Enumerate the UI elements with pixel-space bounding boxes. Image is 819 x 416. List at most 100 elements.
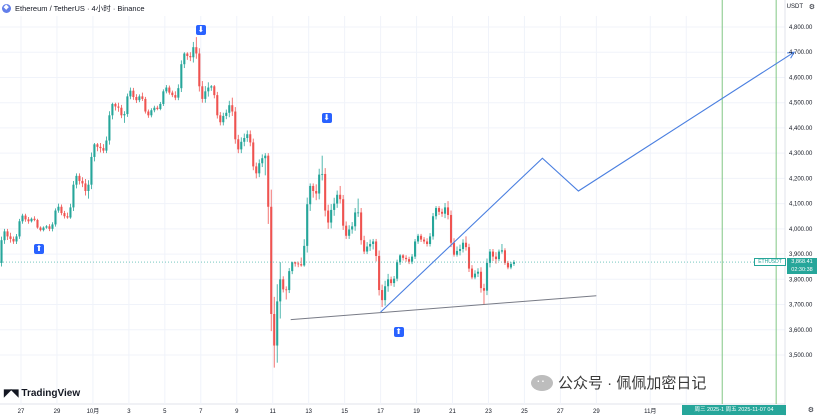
candle-body bbox=[162, 91, 165, 104]
candle-body bbox=[315, 191, 318, 194]
candle-body bbox=[150, 110, 153, 116]
sell-signal-icon[interactable]: ⬇ bbox=[195, 24, 206, 35]
x-tick-label: 29 bbox=[593, 409, 600, 415]
candle-body bbox=[132, 90, 135, 98]
candle-body bbox=[84, 183, 87, 191]
y-tick-label: 4,200.00 bbox=[789, 176, 813, 182]
candle-body bbox=[114, 103, 117, 107]
candle-body bbox=[246, 134, 249, 139]
candle-body bbox=[252, 142, 255, 167]
candle-body bbox=[180, 64, 183, 89]
candle-body bbox=[33, 218, 36, 221]
candle-body bbox=[228, 105, 231, 113]
candle-body bbox=[234, 111, 237, 140]
candle-body bbox=[117, 106, 120, 108]
candle-body bbox=[135, 97, 138, 101]
candle-body bbox=[99, 146, 102, 149]
symbol-tag: ETHUSDT bbox=[754, 258, 786, 266]
x-tick-label: 7 bbox=[199, 409, 203, 415]
candle-body bbox=[446, 207, 450, 215]
y-tick-label: 4,300.00 bbox=[789, 151, 813, 157]
candle-body bbox=[174, 95, 177, 98]
candle-body bbox=[428, 236, 432, 244]
candle-body bbox=[288, 271, 291, 291]
support-trendline[interactable] bbox=[290, 295, 597, 321]
x-tick-label: 25 bbox=[521, 409, 528, 415]
candle-body bbox=[225, 112, 228, 116]
candle-body bbox=[324, 173, 327, 211]
projection-path[interactable] bbox=[380, 51, 795, 313]
candle-body bbox=[90, 156, 93, 185]
candle-body bbox=[12, 238, 15, 242]
buy-signal-icon[interactable]: ⬆ bbox=[393, 327, 404, 338]
candle-body bbox=[6, 231, 9, 237]
candle-body bbox=[0, 240, 3, 263]
candle-body bbox=[144, 98, 147, 112]
candle-body bbox=[192, 47, 195, 58]
candle-body bbox=[45, 226, 48, 228]
candle-body bbox=[291, 262, 294, 272]
candle-body bbox=[449, 214, 453, 243]
candle-body bbox=[476, 271, 480, 274]
candle-body bbox=[372, 241, 375, 244]
x-tick-label: 11月 bbox=[644, 408, 656, 415]
candle-body bbox=[273, 314, 276, 346]
candle-body bbox=[363, 240, 366, 252]
y-tick-label: 3,700.00 bbox=[789, 303, 813, 309]
candle-body bbox=[417, 235, 420, 242]
watermark-text: 公众号 · 佩佩加密日记 bbox=[558, 375, 707, 392]
candle-body bbox=[485, 262, 489, 291]
candle-body bbox=[512, 262, 516, 264]
candle-body bbox=[440, 211, 444, 214]
candle-body bbox=[297, 263, 300, 265]
candle-body bbox=[479, 271, 483, 289]
candle-body bbox=[159, 103, 162, 109]
x-tick-label: 10月 bbox=[87, 408, 100, 415]
candle-body bbox=[21, 215, 24, 222]
symbol-title[interactable]: Ethereum / TetherUS · 4小时 · Binance bbox=[15, 3, 145, 13]
x-tick-label: 15 bbox=[341, 409, 348, 415]
candle-body bbox=[60, 206, 63, 214]
gear-icon[interactable]: ⚙ bbox=[808, 4, 815, 11]
tradingview-label: TradingView bbox=[21, 388, 81, 399]
candle-body bbox=[93, 144, 96, 157]
candle-body bbox=[48, 226, 51, 229]
candle-body bbox=[279, 279, 282, 302]
candle-body bbox=[216, 95, 219, 116]
candle-body bbox=[294, 262, 297, 264]
last-price-value: 3,868.41 bbox=[791, 259, 813, 265]
ethereum-icon bbox=[2, 3, 11, 13]
candle-body bbox=[201, 86, 204, 99]
y-tick-label: 4,100.00 bbox=[789, 202, 813, 208]
candle-body bbox=[219, 115, 222, 123]
x-tick-label: 27 bbox=[557, 409, 564, 415]
candle-body bbox=[458, 249, 462, 251]
x-tick-label: 21 bbox=[449, 409, 456, 415]
candle-body bbox=[108, 115, 111, 141]
y-tick-label: 4,400.00 bbox=[789, 126, 813, 132]
candle-body bbox=[153, 107, 156, 111]
x-tick-label: 17 bbox=[377, 409, 384, 415]
candle-body bbox=[306, 204, 309, 246]
candle-body bbox=[120, 107, 123, 116]
candle-body bbox=[351, 226, 354, 230]
candle-body bbox=[482, 288, 486, 291]
tradingview-logo[interactable]: ◤◥ TradingView bbox=[4, 388, 80, 399]
candle-body bbox=[509, 263, 513, 268]
candle-body bbox=[249, 134, 252, 143]
sell-signal-icon[interactable]: ⬇ bbox=[321, 112, 332, 123]
candle-body bbox=[18, 221, 21, 237]
candle-body bbox=[72, 184, 75, 208]
candle-body bbox=[464, 242, 468, 248]
candle-body bbox=[15, 236, 18, 242]
candle-body bbox=[408, 259, 411, 262]
settings-icon[interactable]: ⚙ bbox=[807, 407, 814, 414]
tradingview-mark-icon: ◤◥ bbox=[4, 388, 18, 399]
buy-signal-icon[interactable]: ⬆ bbox=[33, 244, 44, 255]
candle-body bbox=[189, 56, 192, 58]
candle-body bbox=[195, 47, 198, 54]
candle-body bbox=[339, 194, 342, 200]
candle-body bbox=[431, 216, 435, 237]
candle-body bbox=[494, 256, 498, 260]
